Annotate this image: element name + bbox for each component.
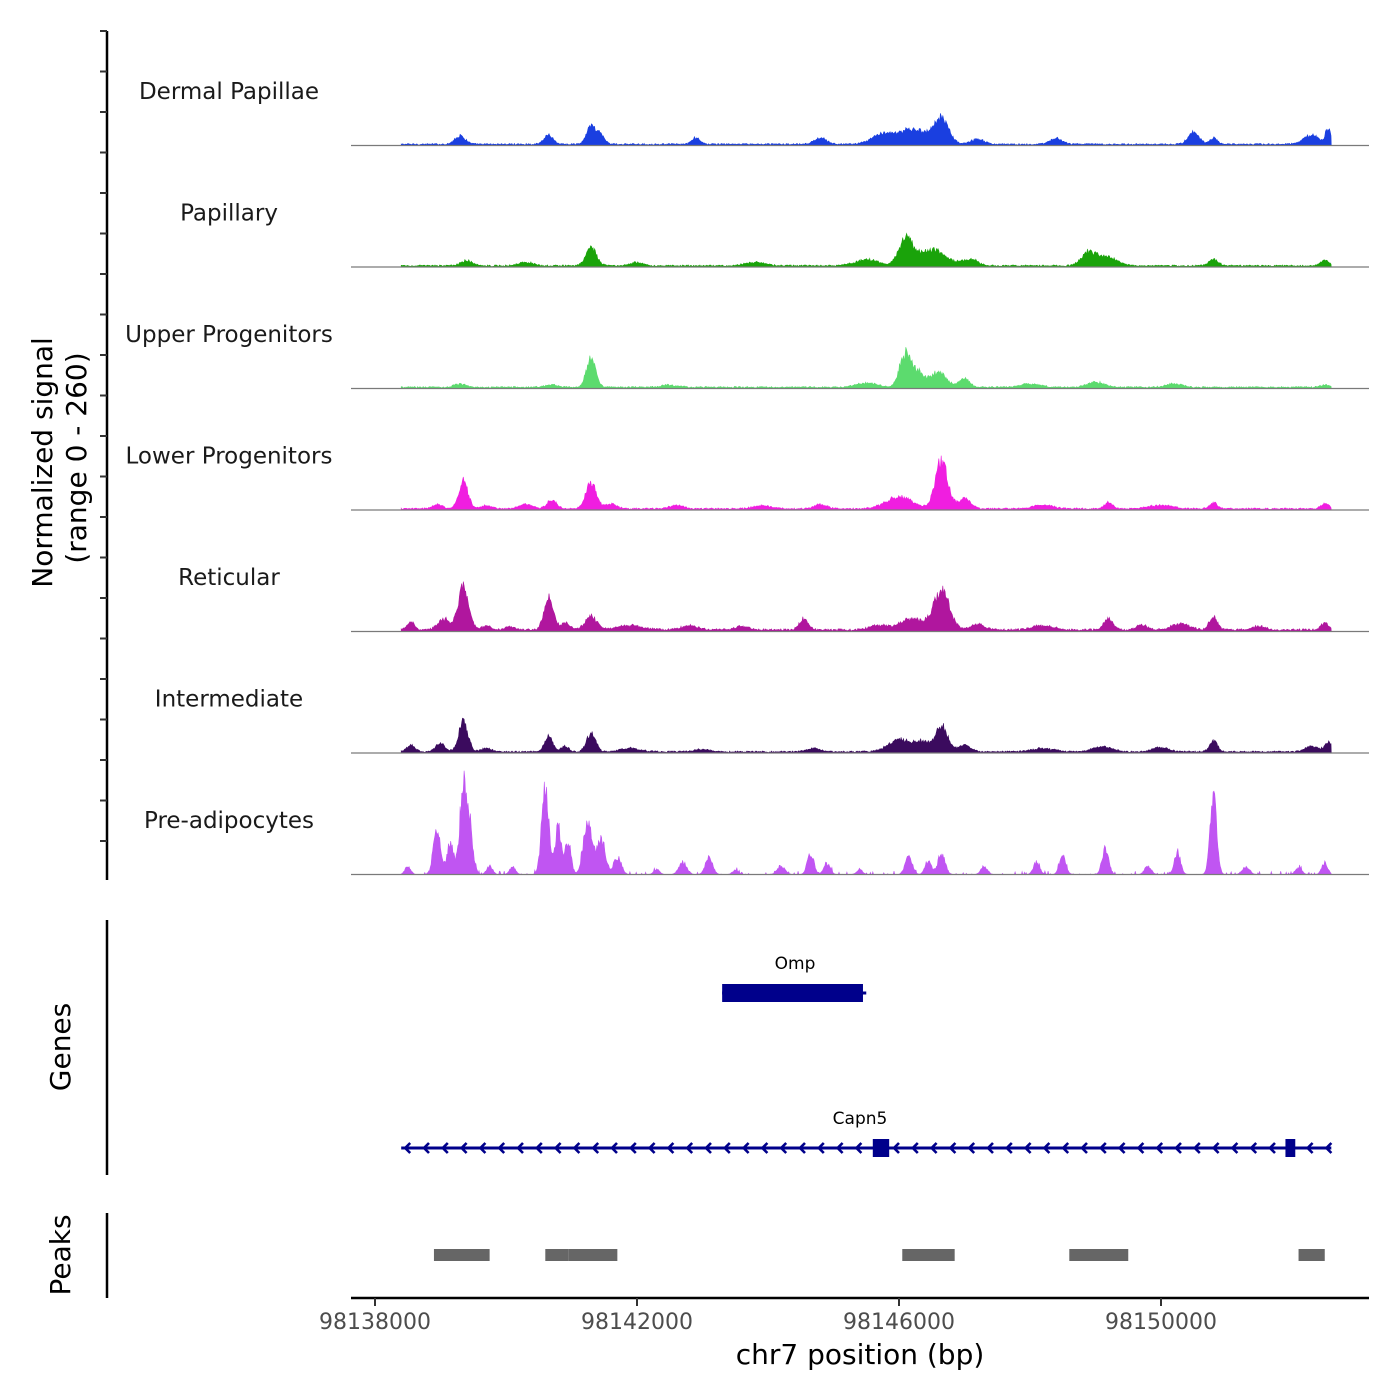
strand-arrow [1174,1142,1182,1154]
strand-arrow [1324,1142,1333,1154]
strand-arrow [1230,1142,1239,1154]
strand-arrow [798,1142,806,1154]
strand-arrow [892,1142,900,1154]
strand-arrow [553,1142,562,1154]
strand-arrow [779,1142,788,1154]
strand-arrow [666,1142,675,1154]
strand-arrow [403,1142,412,1154]
strand-arrow [816,1142,825,1154]
track-dermal-papillae: Dermal Papillae [139,79,1369,147]
signal-y-axis-title: Normalized signal (range 0 - 260) [26,328,93,587]
strand-arrow [478,1142,487,1154]
track-pre-adipocytes: Pre-adipocytes [144,770,1369,876]
track-label-dermal-papillae: Dermal Papillae [139,79,319,105]
strand-arrow [497,1142,506,1154]
strand-arrow [440,1142,449,1154]
strand-arrow [516,1142,524,1154]
track-label-reticular: Reticular [178,565,280,591]
strand-arrow [910,1142,919,1154]
gene-label-capn5: Capn5 [833,1109,888,1129]
strand-arrow [1004,1142,1013,1154]
x-tick-label: 98138000 [319,1310,431,1335]
signal-area-dermal-papillae [400,113,1332,146]
gene-capn5: Capn5 [401,1109,1333,1157]
track-label-lower-progenitors: Lower Progenitors [126,444,333,470]
track-lower-progenitors: Lower Progenitors [126,444,1369,511]
strand-arrow [1268,1142,1276,1154]
strand-arrow [647,1142,656,1154]
signal-area-intermediate [400,717,1332,754]
strand-arrow [854,1142,863,1154]
signal-y-axis-ticks [100,30,107,842]
strand-arrow [1305,1142,1314,1154]
track-label-intermediate: Intermediate [155,687,303,713]
strand-arrow [685,1142,694,1154]
peaks-panel-label: Peaks [44,1214,77,1295]
strand-arrow [1023,1142,1032,1154]
peak-region [433,1249,490,1261]
gene-exon [1285,1139,1296,1157]
peak-region [1298,1249,1325,1261]
strand-arrow [835,1142,844,1154]
peak-region [568,1249,618,1261]
strand-arrow [1192,1142,1201,1154]
track-label-pre-adipocytes: Pre-adipocytes [144,808,314,834]
strand-arrow [459,1142,468,1154]
strand-arrow [1249,1142,1258,1154]
gene-omp: Omp [722,954,867,1002]
x-tick-label: 98146000 [843,1310,955,1335]
signal-area-upper-progenitors [400,347,1332,389]
strand-arrow [986,1142,994,1154]
strand-arrow [628,1142,637,1154]
strand-arrow [1117,1142,1126,1154]
peak-region [902,1249,955,1261]
coverage-tracks: Dermal Papillae Papillary Upper Progenitor… [125,79,1369,876]
strand-arrow [1061,1142,1070,1154]
strand-arrow [422,1142,430,1154]
gene-exon [872,1139,890,1157]
strand-arrow [591,1142,600,1154]
track-label-upper-progenitors: Upper Progenitors [125,322,333,348]
gene-exon [722,984,863,1002]
y-axis-title-line-2: (range 0 - 260) [60,352,93,563]
gene-label-omp: Omp [775,954,816,974]
strand-arrow [760,1142,769,1154]
peak-region [545,1249,569,1261]
strand-arrow [1155,1142,1164,1154]
strand-arrow [704,1142,712,1154]
strand-arrow [1098,1142,1107,1154]
strand-arrow [967,1142,976,1154]
track-label-papillary: Papillary [180,201,278,227]
genes-track: Omp Capn5 [401,954,1333,1157]
x-axis-ticks: 98138000 98142000 98146000 98150000 [319,1298,1217,1335]
signal-area-pre-adipocytes [400,770,1332,876]
x-tick-label: 98150000 [1105,1310,1217,1335]
track-papillary: Papillary [180,201,1369,268]
peak-region [1069,1249,1129,1261]
strand-arrow [572,1142,581,1154]
genes-panel-label: Genes [44,1003,77,1091]
strand-arrow [534,1142,543,1154]
track-upper-progenitors: Upper Progenitors [125,322,1369,390]
strand-arrow [1211,1142,1220,1154]
signal-area-papillary [400,232,1332,268]
signal-area-reticular [400,581,1332,632]
strand-arrow [929,1142,938,1154]
strand-arrow [1080,1142,1088,1154]
strand-arrow [948,1142,957,1154]
strand-arrow [610,1142,618,1154]
strand-arrow [1042,1142,1051,1154]
peaks-track [433,1249,1325,1261]
signal-area-lower-progenitors [400,455,1332,511]
y-axis-title-line-1: Normalized signal [26,337,59,588]
strand-arrow [741,1142,750,1154]
track-reticular: Reticular [178,565,1369,633]
strand-arrow [1136,1142,1145,1154]
x-tick-label: 98142000 [581,1310,693,1335]
x-axis-title: chr7 position (bp) [736,1338,985,1371]
track-intermediate: Intermediate [155,687,1369,754]
strand-arrow [722,1142,731,1154]
